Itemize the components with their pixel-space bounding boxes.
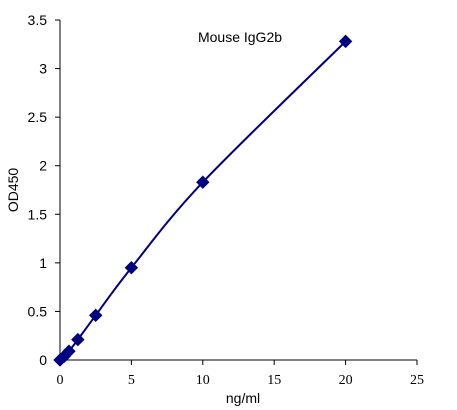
x-tick-label: 25 bbox=[410, 373, 424, 388]
data-point bbox=[338, 34, 353, 49]
x-tick-label: 15 bbox=[267, 373, 281, 388]
x-tick-label: 5 bbox=[128, 373, 135, 388]
data-point bbox=[124, 261, 139, 275]
series-line bbox=[59, 40, 347, 361]
y-axis-title: OD450 bbox=[5, 168, 21, 213]
x-tick-label: 20 bbox=[339, 373, 353, 388]
data-point bbox=[196, 175, 210, 189]
data-point bbox=[88, 308, 103, 323]
y-tick-label: 0 bbox=[39, 352, 47, 368]
y-tick-label: 3.5 bbox=[28, 12, 48, 28]
x-axis-title: ng/ml bbox=[226, 390, 260, 406]
y-tick-label: 3 bbox=[39, 61, 47, 77]
y-tick-label: 1 bbox=[39, 255, 47, 271]
data-point bbox=[62, 344, 76, 358]
x-tick-label: 10 bbox=[196, 373, 210, 388]
y-tick-label: 1.5 bbox=[28, 206, 48, 222]
y-tick-label: 0.5 bbox=[28, 303, 48, 319]
y-tick-label: 2 bbox=[39, 158, 47, 174]
chart-title: Mouse IgG2b bbox=[198, 29, 282, 45]
axes: 0 0.5 1 1.5 2 2.5 3 3.5 0 5 10 15 20 25 bbox=[28, 12, 424, 388]
x-tick-label: 0 bbox=[57, 373, 64, 388]
data-point bbox=[71, 332, 85, 347]
y-tick-label: 2.5 bbox=[28, 109, 48, 125]
plot-area bbox=[53, 34, 353, 367]
